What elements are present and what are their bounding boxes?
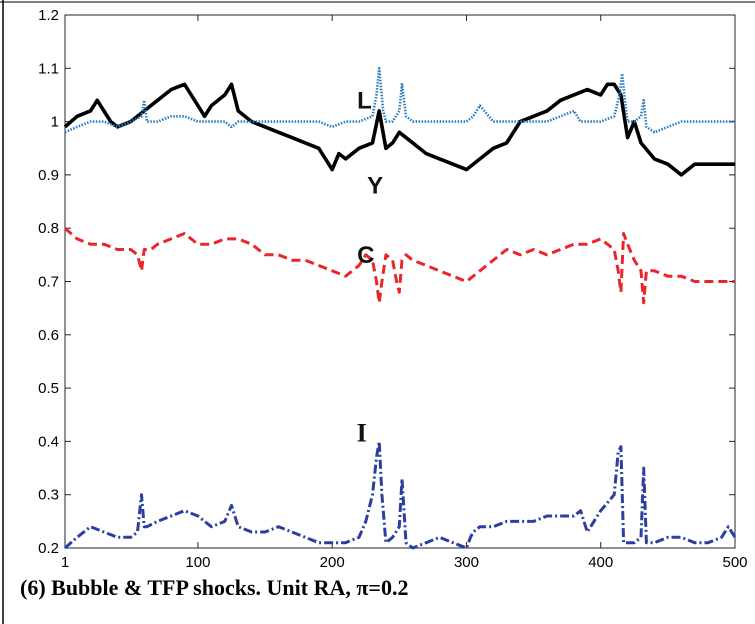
- y-tick-label: 0.5: [38, 380, 59, 397]
- x-tick-label: 400: [588, 554, 613, 571]
- y-tick-label: 0.2: [38, 540, 59, 557]
- y-tick-label: 0.7: [38, 274, 59, 291]
- series-label-y: Y: [367, 173, 383, 200]
- x-tick-label: 200: [320, 554, 345, 571]
- series-labels: L Y C I: [357, 87, 383, 447]
- series-lines: [63, 67, 737, 550]
- series-line-i: [64, 439, 737, 550]
- y-tick-label: 0.8: [38, 220, 59, 237]
- axis-ticks: 0.2 0.3 0.4 0.5 0.6 0.7 0.8 0.9 1 1.1 1.2 1 100 200 30…: [38, 7, 747, 571]
- y-tick-label: 1.2: [38, 7, 59, 24]
- series-label-c: C: [357, 242, 374, 269]
- y-tick-label: 0.4: [38, 433, 59, 450]
- plot-area: 0.2 0.3 0.4 0.5 0.6 0.7 0.8 0.9 1 1.1 1.2 1 100 200 30…: [38, 7, 747, 571]
- x-tick-label: 300: [454, 554, 479, 571]
- figure-caption: (6) Bubble & TFP shocks. Unit RA, π=0.2: [20, 575, 409, 600]
- y-tick-label: 0.6: [38, 327, 59, 344]
- y-tick-label: 0.9: [38, 167, 59, 184]
- x-tick-label: 100: [185, 554, 210, 571]
- x-tick-label: 500: [722, 554, 747, 571]
- series-label-l: L: [357, 87, 372, 114]
- y-tick-label: 0.3: [38, 487, 59, 504]
- series-label-i: I: [357, 418, 367, 447]
- y-tick-label: 1.1: [38, 60, 59, 77]
- x-tick-label: 1: [61, 554, 69, 571]
- y-tick-label: 1: [51, 114, 59, 131]
